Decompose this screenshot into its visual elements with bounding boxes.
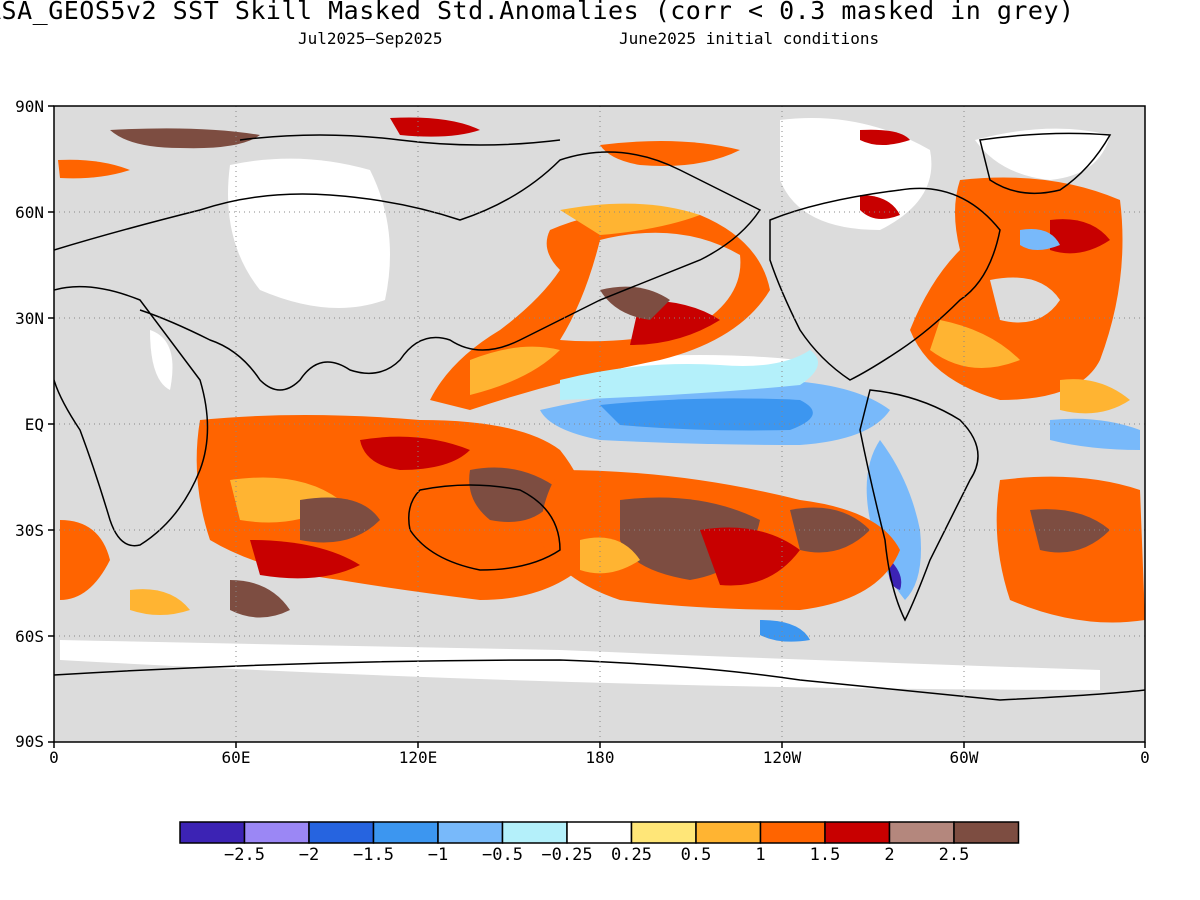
colorbar-label: −1 (427, 845, 449, 865)
colorbar (179, 821, 1020, 844)
colorbar-label: −1.5 (353, 845, 394, 865)
lat-label-eq: EQ (24, 415, 44, 434)
colorbar-swatch (759, 821, 826, 844)
initial-conditions: June2025 initial conditions (619, 29, 880, 48)
lon-label-120w: 120W (762, 748, 802, 767)
lon-label-120e: 120E (398, 748, 438, 767)
lon-label-0: 0 (49, 748, 59, 767)
colorbar-swatch (372, 821, 439, 844)
lat-label-30s: 30S (15, 521, 44, 540)
lon-label-180: 180 (585, 748, 615, 767)
colorbar-label: −0.5 (482, 845, 523, 865)
colorbar-swatch (566, 821, 633, 844)
colorbar-swatch (501, 821, 568, 844)
lat-label-90s: 90S (15, 732, 44, 751)
colorbar-label: 1.5 (809, 845, 841, 865)
colorbar-swatch (953, 821, 1020, 844)
north-pacific-warm-anomaly (430, 203, 770, 410)
colorbar-label: 0.5 (680, 845, 712, 865)
forecast-period: Jul2025–Sep2025 (298, 29, 443, 48)
colorbar-swatch (179, 821, 246, 844)
south-atlantic-anomaly (60, 418, 1145, 623)
north-atlantic-warm-anomaly (910, 177, 1130, 414)
lat-label-30n: 30N (15, 309, 44, 328)
lon-label-60e: 60E (221, 748, 251, 767)
map-title: ASA_GEOS5v2 SST Skill Masked Std.Anomali… (0, 0, 1075, 25)
colorbar-label: −2 (298, 845, 320, 865)
equatorial-pacific-cool-anomaly (540, 350, 921, 600)
colorbar-swatch (437, 821, 504, 844)
lat-label-60n: 60N (15, 203, 44, 222)
colorbar-label: 2 (884, 845, 895, 865)
colorbar-label: −2.5 (224, 845, 265, 865)
graticule (54, 106, 1145, 742)
colorbar-label: 2.5 (938, 845, 970, 865)
arctic-anomalies (58, 117, 910, 219)
lon-label-0-east: 0 (1140, 748, 1150, 767)
axis-ticks (48, 105, 1146, 748)
colorbar-label: −0.25 (541, 845, 593, 865)
colorbar-swatch (308, 821, 375, 844)
lon-label-60w: 60W (949, 748, 979, 767)
colorbar-label: 0.25 (611, 845, 652, 865)
coastlines (54, 132, 1145, 701)
lat-label-60s: 60S (15, 627, 44, 646)
colorbar-swatch (243, 821, 310, 844)
colorbar-swatch (695, 821, 762, 844)
colorbar-swatch (824, 821, 891, 844)
lat-label-90n: 90N (15, 97, 44, 116)
colorbar-label: 1 (755, 845, 766, 865)
indian-ocean-warm-anomaly (196, 415, 592, 600)
map-field (54, 106, 1145, 742)
colorbar-swatch (888, 821, 955, 844)
colorbar-swatch (630, 821, 697, 844)
